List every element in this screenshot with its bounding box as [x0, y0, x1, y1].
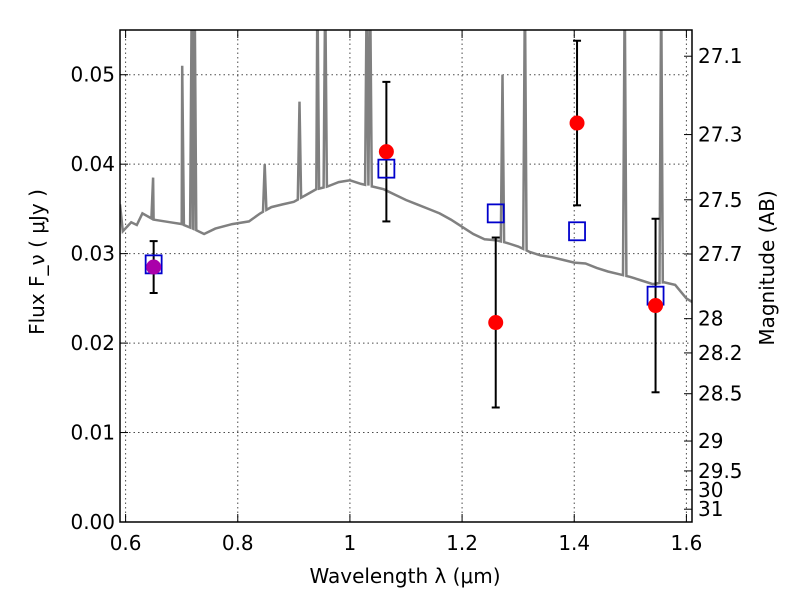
y-tick-label: 0.00 — [70, 510, 115, 534]
observed-point — [648, 298, 664, 314]
y2-tick-label: 28.5 — [698, 382, 743, 406]
y-tick-label: 0.03 — [70, 242, 115, 266]
y2-tick-label: 30 — [698, 478, 723, 502]
y2-tick-label: 27.7 — [698, 242, 743, 266]
y2-tick-label: 29.5 — [698, 459, 743, 483]
y2-tick-label: 28.2 — [698, 341, 743, 365]
y2-tick-label: 28 — [698, 307, 723, 331]
y2-tick-label: 27.3 — [698, 123, 743, 147]
observed-point — [569, 115, 585, 131]
model-points — [144, 158, 665, 306]
model-point — [377, 158, 396, 179]
y-tick-label: 0.02 — [70, 331, 115, 355]
model-spectrum — [120, 30, 692, 303]
x-tick-label: 0.6 — [110, 531, 142, 555]
spectrum-line — [120, 30, 692, 303]
observed-point — [378, 144, 394, 160]
observed-point — [488, 315, 504, 331]
y-axis-label: Flux F_ν ( μJy ) — [25, 189, 49, 335]
observed-point — [146, 259, 162, 275]
observed-points — [146, 115, 664, 331]
y2-tick-label: 29 — [698, 429, 723, 453]
axis-ticks: 0.6 0.8 1 1.2 1.4 1.6 0.00 0.01 0.02 0.03 0.04 0.05… — [70, 30, 743, 555]
x-tick-label: 0.8 — [222, 531, 254, 555]
model-point — [568, 221, 586, 242]
x-tick-label: 1 — [344, 531, 357, 555]
y2-tick-label: 31 — [698, 497, 723, 521]
error-bars — [149, 39, 660, 409]
y2-tick-label: 27.1 — [698, 44, 743, 68]
model-point — [486, 203, 505, 224]
y2-axis-label: Magnitude (AB) — [755, 190, 779, 345]
x-tick-label: 1.6 — [670, 531, 702, 555]
y2-tick-label: 27.5 — [698, 188, 743, 212]
y-tick-label: 0.04 — [70, 152, 115, 176]
x-axis-label: Wavelength λ (μm) — [309, 564, 500, 588]
plot-frame — [119, 29, 693, 523]
x-tick-label: 1.2 — [446, 531, 478, 555]
y-tick-label: 0.05 — [70, 63, 115, 87]
x-tick-label: 1.4 — [558, 531, 590, 555]
grid — [120, 30, 692, 523]
y-tick-label: 0.01 — [70, 421, 115, 445]
